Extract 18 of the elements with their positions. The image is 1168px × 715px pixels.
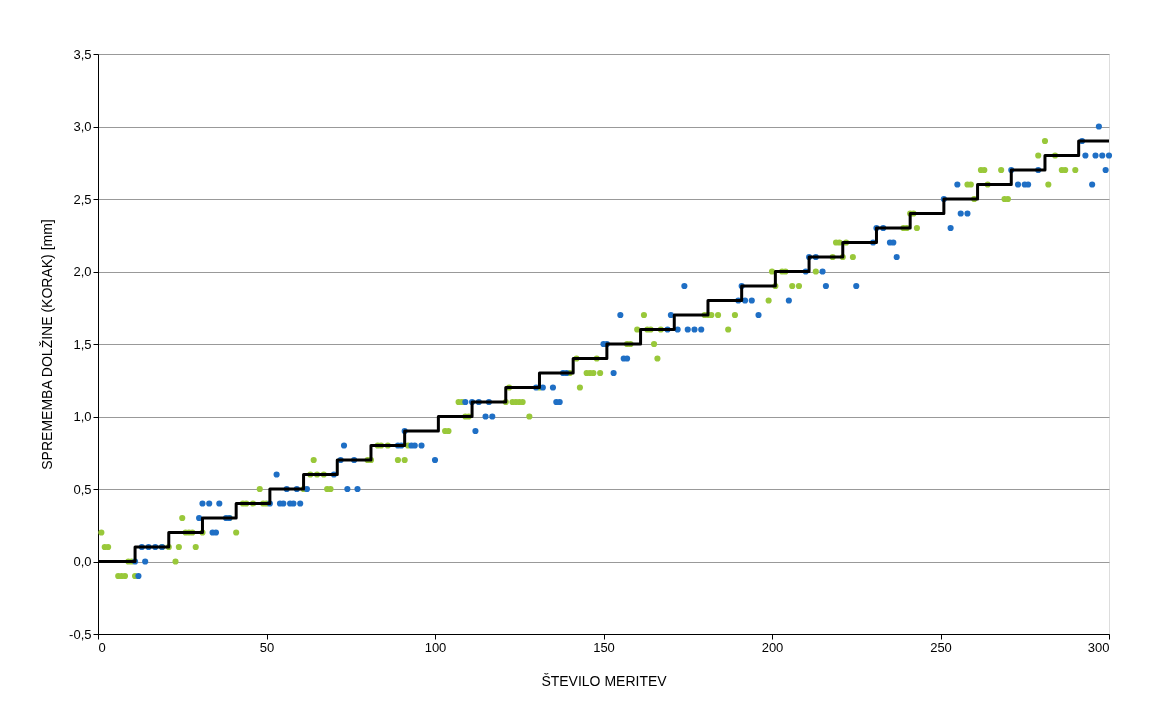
y-tick-label: 1,5 bbox=[73, 336, 92, 352]
y-tick-label: 0,0 bbox=[73, 554, 92, 569]
y-tick-label: 2,0 bbox=[73, 264, 92, 279]
x-tick-label: 250 bbox=[930, 639, 952, 655]
y-tick-label: 0,5 bbox=[73, 481, 92, 497]
x-tick-label: 0 bbox=[98, 639, 106, 655]
x-tick-label: 100 bbox=[424, 639, 447, 655]
y-axis-title: SPREMEMBA DOLŽINE (KORAK) [mm] bbox=[39, 219, 56, 470]
x-tick-label: 50 bbox=[259, 639, 275, 655]
x-tick-label: 150 bbox=[593, 639, 615, 655]
y-tick-label: 2,5 bbox=[73, 191, 92, 207]
y-tick-label: 1,0 bbox=[73, 409, 92, 424]
y-tick-label: 3,5 bbox=[73, 46, 92, 62]
y-tick-label: -0,5 bbox=[69, 626, 92, 642]
x-tick-label: 300 bbox=[1087, 639, 1110, 655]
x-axis-title: ŠTEVILO MERITEV bbox=[541, 672, 668, 689]
x-tick-label: 200 bbox=[761, 639, 784, 655]
y-tick-label: 3,0 bbox=[73, 119, 92, 134]
